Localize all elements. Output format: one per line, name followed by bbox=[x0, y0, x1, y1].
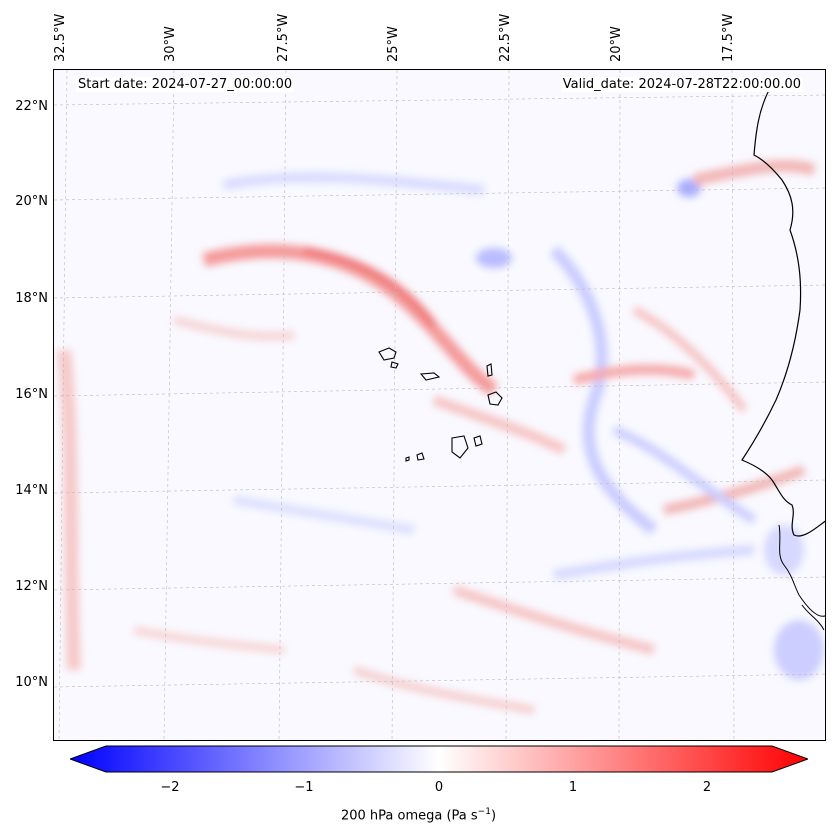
lon-label-17-5w: 17.5°W bbox=[721, 13, 736, 62]
lat-label-20n: 20°N bbox=[15, 194, 48, 209]
graticule bbox=[54, 70, 825, 740]
lat-label-16n: 16°N bbox=[15, 387, 48, 402]
colorbar-label-text: 200 hPa omega (Pa s bbox=[340, 808, 478, 824]
lat-label-22n: 22°N bbox=[15, 99, 48, 114]
colorbar-tick-1: 1 bbox=[568, 780, 578, 795]
africa-coastline bbox=[741, 89, 825, 537]
lat-label-10n: 10°N bbox=[15, 675, 48, 690]
omega-field bbox=[54, 70, 825, 740]
colorbar-label: 200 hPa omega (Pa s−1) bbox=[0, 807, 837, 823]
omega-map: Start date: 2024-07-27_00:00:00 Valid_da… bbox=[53, 69, 826, 741]
lon-label-32-5w: 32.5°W bbox=[53, 13, 68, 62]
valid-date-label: Valid_date: 2024-07-28T22:00:00.00 bbox=[560, 77, 803, 92]
lon-label-30w: 30°W bbox=[163, 26, 178, 62]
colorbar-tick-2: 2 bbox=[702, 780, 712, 795]
lon-label-22-5w: 22.5°W bbox=[498, 13, 513, 62]
start-date-label: Start date: 2024-07-27_00:00:00 bbox=[76, 77, 295, 92]
lat-label-12n: 12°N bbox=[15, 579, 48, 594]
colorbar bbox=[68, 744, 810, 774]
colorbar-gradient bbox=[68, 745, 810, 773]
colorbar-label-suffix: ) bbox=[490, 808, 497, 824]
colorbar-tick-neg2: −2 bbox=[160, 780, 180, 795]
lat-label-18n: 18°N bbox=[15, 291, 48, 306]
colorbar-tick-0: 0 bbox=[434, 780, 444, 795]
colorbar-tick-neg1: −1 bbox=[294, 780, 314, 795]
cape-verde-islands bbox=[378, 347, 503, 462]
lon-label-27-5w: 27.5°W bbox=[276, 13, 291, 62]
lon-label-20w: 20°W bbox=[609, 26, 624, 62]
lon-label-25w: 25°W bbox=[386, 26, 401, 62]
colorbar-label-exponent: −1 bbox=[477, 807, 491, 817]
omega-anomalies bbox=[57, 159, 824, 714]
lat-label-14n: 14°N bbox=[15, 483, 48, 498]
